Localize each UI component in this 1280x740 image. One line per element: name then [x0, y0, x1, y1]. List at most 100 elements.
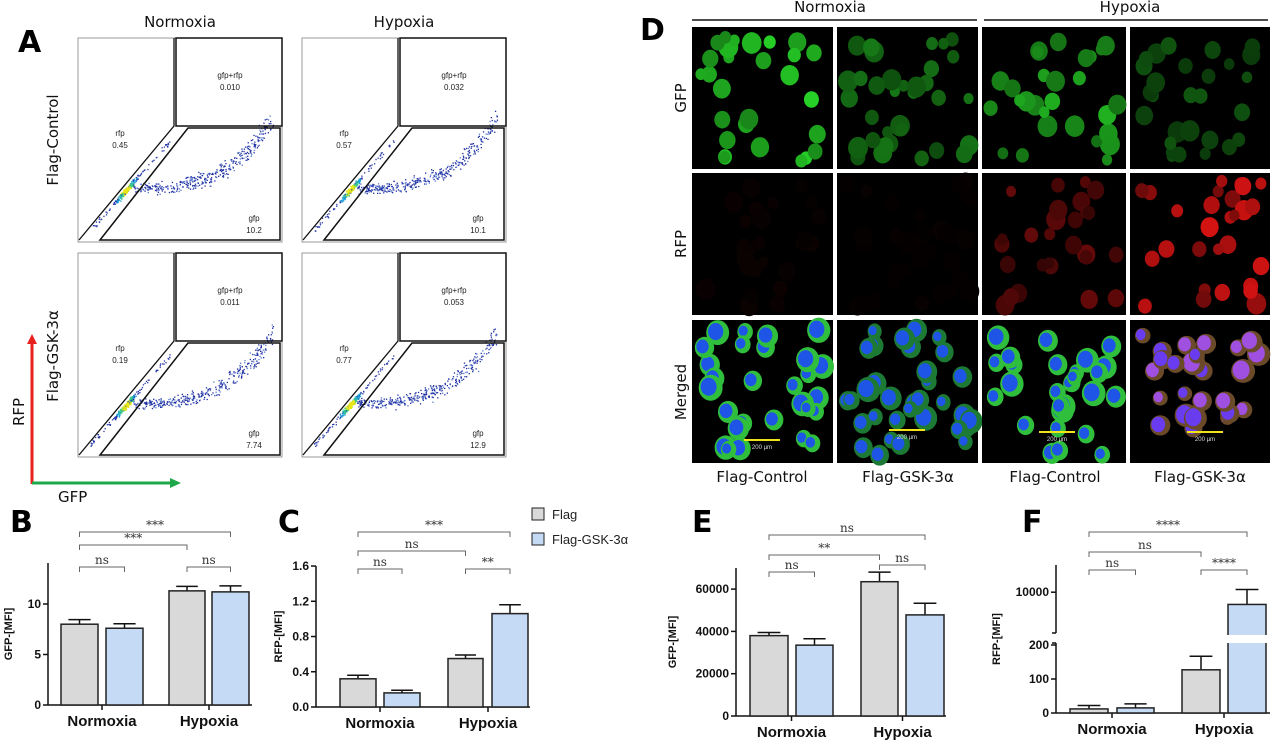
scatter-point: [476, 353, 478, 355]
scatter-point: [237, 372, 239, 374]
cell: [1082, 205, 1096, 221]
scatter-point: [448, 386, 450, 389]
nucleus: [1178, 337, 1191, 352]
scatter-point: [133, 394, 135, 397]
scatter-point: [246, 151, 249, 154]
scatter-point: [137, 174, 139, 176]
scatter-point: [331, 426, 334, 428]
scatter-point: [256, 353, 259, 355]
scatter-point: [159, 186, 161, 188]
scatter-point: [253, 152, 255, 154]
scatter-point: [434, 180, 436, 182]
scatter-point: [376, 401, 379, 403]
scatter-point: [120, 194, 123, 196]
scatter-point: [442, 177, 444, 179]
cell: [1095, 43, 1107, 56]
scatter-point: [150, 187, 152, 190]
scatter-point: [184, 180, 186, 183]
scatter-point: [353, 185, 355, 187]
significance-label: ns: [95, 553, 109, 567]
scatter-point: [253, 134, 255, 137]
scatter-point: [151, 188, 153, 190]
scatter-point: [205, 178, 207, 180]
scatter-point: [123, 407, 126, 409]
scatter-point: [419, 179, 421, 182]
cell: [1107, 289, 1125, 308]
scatter-point: [185, 403, 187, 406]
scatter-point: [373, 192, 375, 194]
scatter-point: [232, 382, 234, 384]
scale-bar-label: 200 µm: [1047, 437, 1067, 443]
scatter-point: [267, 132, 269, 134]
scatter-point: [358, 181, 361, 183]
bar-flag-hypoxia: [1181, 669, 1221, 714]
scatter-point: [183, 395, 185, 398]
scatter-point: [133, 401, 135, 403]
cell: [907, 76, 927, 98]
scatter-point: [238, 151, 240, 154]
scatter-point: [434, 393, 436, 395]
scatter-point: [358, 178, 360, 180]
scatter-point: [473, 145, 476, 147]
cell: [997, 147, 1009, 160]
scatter-point: [229, 372, 231, 374]
scatter-point: [109, 209, 111, 211]
scatter-point: [153, 159, 155, 161]
scatter-point: [380, 399, 382, 401]
significance-label: ns: [785, 558, 799, 572]
scatter-point: [91, 444, 93, 446]
scatter-point: [116, 413, 118, 415]
scatter-point: [174, 191, 176, 193]
scatter-point: [391, 400, 393, 402]
scatter-point: [352, 401, 355, 403]
scatter-point: [156, 190, 158, 192]
scatter-point: [129, 402, 131, 404]
scatter-point: [250, 139, 252, 142]
scatter-point: [262, 133, 265, 135]
scatter-point: [357, 187, 359, 190]
scatter-point: [211, 394, 213, 396]
scatter-point: [215, 173, 217, 175]
scatter-point: [241, 164, 243, 166]
scatter-point: [135, 406, 137, 408]
nucleus: [1002, 374, 1018, 392]
scatter-point: [372, 400, 374, 403]
scatter-point: [405, 191, 407, 193]
scatter-point: [99, 436, 101, 438]
scatter-point: [367, 384, 369, 387]
scatter-point: [488, 133, 490, 135]
scatter-point: [133, 181, 135, 183]
significance-bracket: [1088, 531, 1248, 537]
scatter-point: [207, 390, 209, 392]
cell: [1067, 211, 1083, 229]
scatter-point: [206, 398, 208, 401]
gate-gfp-rfp: [399, 37, 507, 127]
scatter-point: [319, 437, 321, 439]
scatter-point: [343, 411, 345, 413]
scatter-point: [261, 353, 264, 355]
scatter-point: [164, 404, 166, 406]
scatter-point: [496, 334, 498, 336]
scatter-point: [345, 194, 348, 197]
scatter-point: [211, 173, 213, 175]
scatter-point: [447, 170, 449, 172]
scatter-point: [239, 163, 241, 165]
scatter-point: [375, 185, 377, 187]
scatter-point: [132, 399, 134, 402]
bar-flag-normoxia: [60, 623, 99, 706]
scatter-point: [209, 182, 211, 184]
y-tick-label: 5: [34, 648, 41, 662]
scatter-point: [352, 188, 354, 190]
scatter-point: [359, 179, 362, 181]
scatter-point: [351, 185, 354, 187]
scatter-point: [96, 225, 98, 227]
scatter-point: [120, 412, 122, 414]
nucleus: [1151, 416, 1166, 433]
scatter-point: [132, 184, 134, 187]
scatter-point: [241, 154, 243, 156]
scatter-point: [225, 385, 227, 387]
scatter-point: [239, 158, 241, 160]
scatter-point: [171, 399, 173, 402]
scatter-point: [204, 185, 206, 187]
scatter-point: [422, 395, 424, 397]
